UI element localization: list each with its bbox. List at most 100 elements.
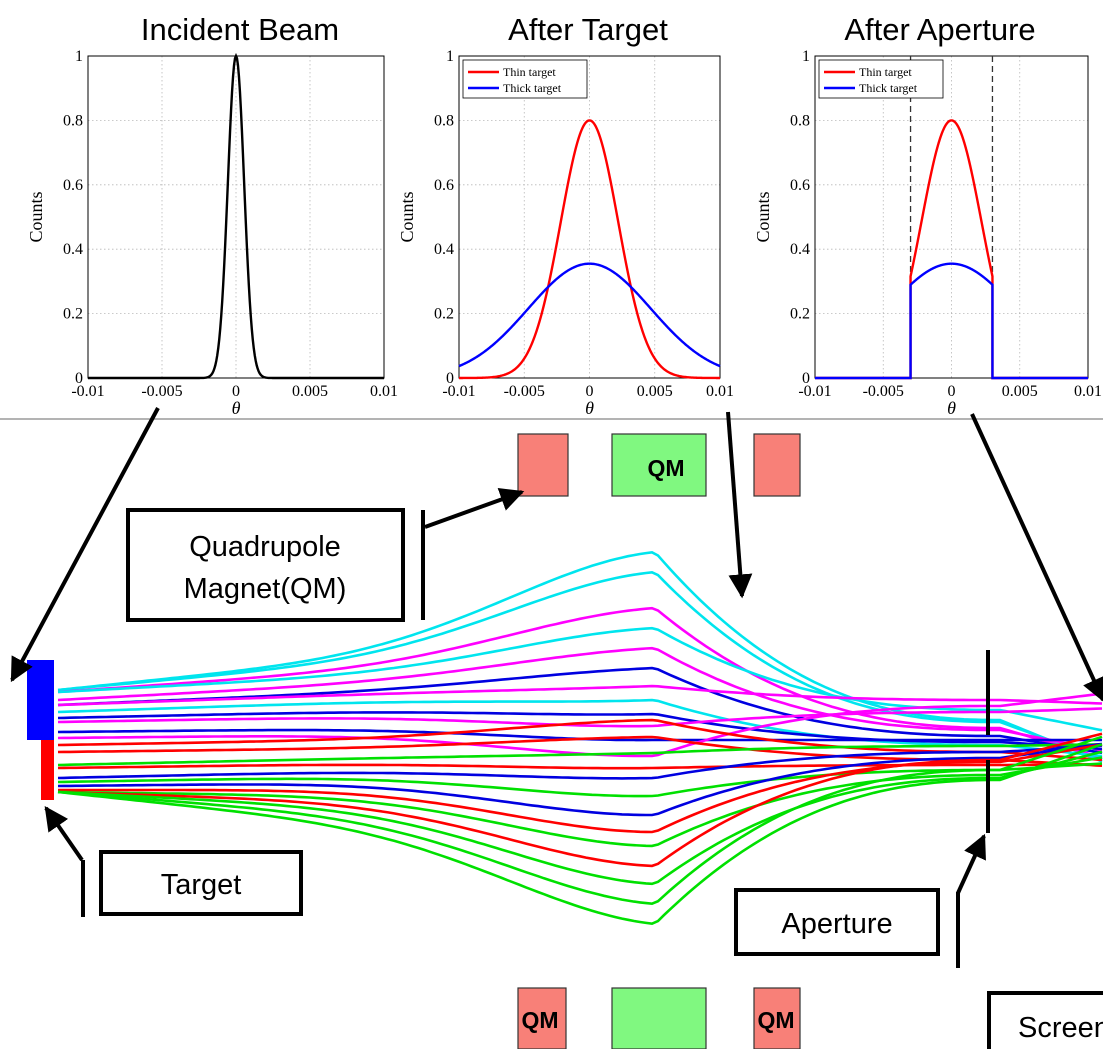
legend-label: Thick target [503, 81, 562, 95]
target-label: Target [81, 850, 303, 917]
y-tick-label: 0 [802, 370, 810, 387]
y-tick-label: 0 [446, 370, 454, 387]
y-tick-label: 0.4 [434, 241, 454, 258]
x-tick-label: 0.01 [706, 383, 734, 400]
beam-ray [57, 732, 1103, 868]
distribution-curve [815, 262, 1088, 380]
svg-text:Quadrupole: Quadrupole [189, 531, 341, 563]
x-tick-label: 0.005 [1002, 383, 1038, 400]
y-tick-label: 0.8 [434, 112, 454, 129]
y-axis-label: Counts [26, 191, 46, 242]
beam-ray [57, 763, 1102, 770]
x-tick-label: 0 [948, 383, 956, 400]
beam-ray [57, 570, 1103, 761]
y-axis-label: Counts [397, 191, 417, 242]
beam-ray [57, 684, 1103, 707]
beam-ray [57, 606, 1103, 759]
arrow-after-aperture [970, 413, 1103, 703]
magnet-top-left [517, 433, 569, 497]
y-tick-label: 1 [446, 48, 454, 65]
screen-label: Screen [987, 991, 1103, 1049]
arrow-incident-to-target [10, 407, 160, 683]
plot-after-target-axes: -0.01 -0.005 0 0.005 0.01 0 0.2 0.4 0.6 0.8 1 θ Coun… [397, 48, 734, 418]
magnet-bottom-left [517, 987, 567, 1049]
plot-after-target: After Target -0.01 -0.005 0 0.005 0.01 0 0.2 0.… [397, 12, 734, 418]
beam-ray [57, 735, 1103, 906]
x-tick-label: -0.005 [504, 383, 545, 400]
svg-text:Target: Target [161, 869, 242, 901]
distribution-curve [458, 262, 721, 368]
legend-box [818, 59, 944, 99]
legend-label: Thick target [859, 81, 918, 95]
y-axis-label: Counts [753, 191, 773, 242]
x-tick-label: 0.005 [292, 383, 328, 400]
beam-ray [57, 756, 1103, 848]
quadrupole-label: Quadrupole Magnet(QM) [126, 508, 425, 622]
legend-box [462, 59, 588, 99]
y-tick-label: 0.8 [790, 112, 810, 129]
distribution-curve [459, 119, 720, 380]
x-axis-label: θ [232, 398, 241, 418]
x-tick-label: -0.01 [71, 383, 104, 400]
qm-top-label: QM [647, 455, 684, 481]
beam-ray [57, 743, 1103, 767]
x-tick-label: 0.005 [637, 383, 673, 400]
target-thin [41, 740, 54, 800]
beam-ray [57, 550, 1103, 763]
y-tick-label: 1 [802, 48, 810, 65]
x-axis-label: θ [947, 398, 956, 418]
x-tick-label: -0.01 [798, 383, 831, 400]
y-tick-label: 0.2 [434, 306, 454, 323]
arrows [10, 407, 1103, 894]
x-tick-label: 0.01 [1074, 383, 1102, 400]
plot-frame [814, 55, 1089, 379]
y-tick-label: 0.4 [63, 241, 83, 258]
magnet-bottom-right [753, 987, 801, 1049]
x-tick-label: -0.005 [141, 383, 182, 400]
distribution-curve [88, 52, 384, 380]
qm-bottom-left-label: QM [521, 1007, 558, 1033]
plot-title-incident: Incident Beam [141, 12, 339, 47]
x-tick-label: -0.005 [863, 383, 904, 400]
beam-ray [57, 743, 1103, 926]
x-tick-label: 0 [232, 383, 240, 400]
x-tick-label: -0.01 [442, 383, 475, 400]
arrow-after-target [726, 411, 753, 599]
legend-label: Thin target [859, 65, 912, 79]
qm-bottom-right-label: QM [757, 1007, 794, 1033]
plot-title-after-aperture: After Aperture [844, 12, 1035, 47]
target-thick [27, 660, 54, 740]
y-tick-label: 0.4 [790, 241, 810, 258]
beam-ray [57, 750, 1103, 886]
y-tick-label: 1 [75, 48, 83, 65]
magnet-bottom-center [611, 987, 707, 1049]
plot-after-aperture: After Aperture -0.01 -0.005 0 0.005 0.01 0 0.2… [753, 12, 1102, 418]
beam-ray [57, 742, 1103, 817]
arrow-quadrupole [424, 488, 525, 529]
beam-ray [57, 646, 1103, 752]
legend-label: Thin target [503, 65, 556, 79]
y-tick-label: 0.8 [63, 112, 83, 129]
x-axis-label: θ [585, 398, 594, 418]
y-tick-label: 0.6 [63, 177, 83, 194]
x-tick-label: 0.01 [370, 383, 398, 400]
plot-incident-beam: Incident Beam -0.01 -0.005 0 0.005 0.01 0 0.2 0… [26, 12, 398, 418]
beam-ray [57, 698, 1103, 758]
plot-after-aperture-axes: -0.01 -0.005 0 0.005 0.01 0 0.2 0.4 0.6 0.8 1 θ Coun… [753, 48, 1102, 418]
beam-ray [57, 744, 1103, 780]
svg-text:Screen: Screen [1018, 1012, 1103, 1044]
y-tick-label: 0.2 [790, 306, 810, 323]
distribution-curve [815, 119, 1088, 380]
svg-text:Magnet(QM): Magnet(QM) [184, 573, 347, 605]
beam-ray [57, 707, 1103, 728]
beam-trajectories [57, 550, 1103, 926]
x-tick-label: 0 [586, 383, 594, 400]
plot-frame [458, 55, 721, 379]
magnet-top-center [611, 433, 707, 497]
arrow-target [44, 806, 84, 862]
y-tick-label: 0.6 [434, 177, 454, 194]
svg-text:Aperture: Aperture [781, 908, 892, 940]
plot-incident-axes: -0.01 -0.005 0 0.005 0.01 0 0.2 0.4 0.6 0.8 1 θ Coun… [26, 48, 398, 418]
arrow-aperture [956, 833, 986, 894]
